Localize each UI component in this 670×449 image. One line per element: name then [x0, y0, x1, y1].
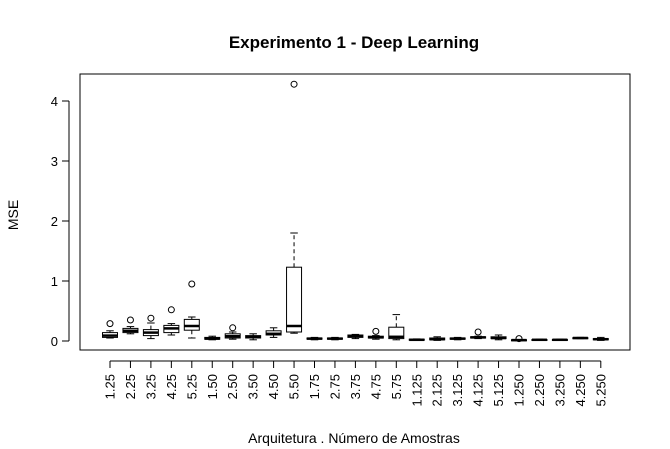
x-tick-label: 2.75 [327, 374, 342, 399]
box-3.250 [551, 338, 568, 342]
box-4.50 [265, 327, 282, 338]
outlier-point [474, 328, 482, 336]
y-axis: 0 1 2 3 4 [51, 94, 70, 349]
outlier-point [106, 320, 114, 328]
outlier-point [126, 316, 134, 324]
box-5.75 [388, 314, 405, 341]
box-1.75 [306, 336, 323, 341]
x-tick-label: 1.125 [409, 374, 424, 407]
y-tick-label: 3 [51, 154, 58, 169]
x-tick-label: 4.50 [266, 374, 281, 399]
x-tick-label: 2.250 [532, 374, 547, 407]
x-tick-label: 1.250 [512, 374, 527, 407]
box-2.75 [326, 336, 343, 341]
x-tick-label: 1.25 [103, 374, 118, 399]
x-axis-label: Arquitetura . Número de Amostras [248, 430, 460, 446]
box-3.125 [449, 336, 466, 341]
x-axis: 1.25 2.25 3.25 4.25 5.25 1.50 2.50 3.50 4.50 5.50… [103, 360, 608, 407]
x-tick-label: 4.75 [368, 374, 383, 399]
outlier-point [147, 314, 155, 322]
box-4.25 [163, 306, 180, 336]
box-4.75 [367, 327, 384, 340]
outlier-point [290, 80, 298, 88]
x-tick-label: 3.125 [450, 374, 465, 407]
x-tick-label: 5.75 [389, 374, 404, 399]
outlier-point [229, 324, 237, 332]
y-tick-label: 0 [51, 334, 58, 349]
x-tick-label: 4.25 [164, 374, 179, 399]
x-tick-label: 5.125 [491, 374, 506, 407]
box-5.50 [286, 80, 303, 334]
chart-title: Experimento 1 - Deep Learning [229, 33, 479, 52]
box-4.250 [572, 336, 589, 340]
iqr-box [388, 326, 405, 340]
box-2.125 [429, 336, 446, 341]
x-tick-label: 4.250 [573, 374, 588, 407]
outlier-point [167, 306, 175, 314]
box-1.50 [204, 335, 221, 341]
iqr-box [286, 266, 303, 333]
plot-frame [79, 73, 631, 351]
x-tick-label: 1.75 [307, 374, 322, 399]
box-3.25 [142, 314, 159, 340]
x-tick-label: 5.250 [593, 374, 608, 407]
x-tick-label: 3.50 [246, 374, 261, 399]
box-1.250 [511, 335, 527, 343]
box-3.75 [347, 333, 364, 340]
x-tick-label: 5.25 [184, 374, 199, 399]
box-5.25 [183, 280, 200, 339]
x-tick-label: 2.50 [225, 374, 240, 399]
box-1.25 [102, 320, 118, 339]
box-4.125 [470, 328, 487, 340]
box-2.250 [531, 338, 548, 342]
box-2.50 [224, 324, 241, 340]
outlier-point [188, 280, 196, 288]
box-1.125 [408, 338, 425, 342]
box-3.50 [245, 333, 262, 341]
x-tick-label: 2.125 [430, 374, 445, 407]
y-axis-label: MSE [5, 200, 21, 230]
box-5.250 [592, 336, 609, 341]
outlier-point [372, 327, 380, 335]
y-tick-label: 4 [51, 94, 58, 109]
x-tick-label: 2.25 [123, 374, 138, 399]
outlier-point [515, 335, 523, 343]
x-tick-label: 4.125 [471, 374, 486, 407]
boxes [102, 80, 609, 343]
x-tick-label: 3.25 [143, 374, 158, 399]
y-tick-label: 1 [51, 274, 58, 289]
x-tick-label: 3.250 [552, 374, 567, 407]
box-2.25 [122, 316, 139, 335]
x-tick-label: 5.50 [287, 374, 302, 399]
y-tick-label: 2 [51, 214, 58, 229]
x-tick-label: 1.50 [205, 374, 220, 399]
x-tick-label: 3.75 [348, 374, 363, 399]
box-5.125 [490, 334, 507, 341]
